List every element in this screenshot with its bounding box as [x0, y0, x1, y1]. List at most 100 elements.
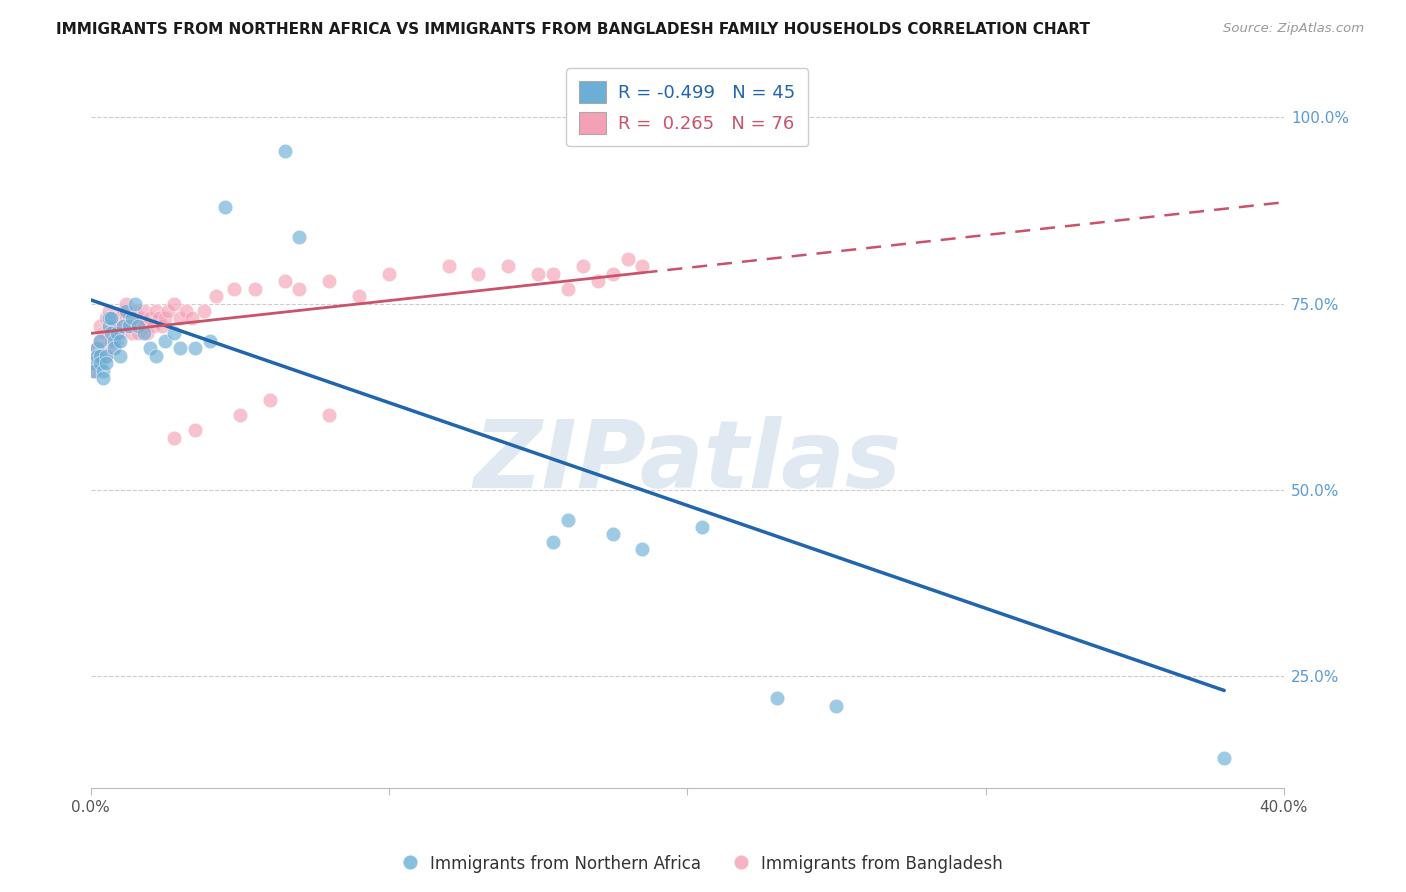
Point	[100, 326, 122, 341]
Point	[153, 311, 176, 326]
Point	[163, 431, 186, 445]
Point	[193, 304, 215, 318]
Point	[229, 409, 252, 423]
Point	[131, 311, 153, 326]
Point	[586, 274, 609, 288]
Point	[616, 252, 638, 266]
Point	[91, 326, 114, 341]
Point	[318, 274, 340, 288]
Point	[97, 318, 120, 333]
Point	[89, 349, 111, 363]
Point	[89, 334, 111, 348]
Point	[124, 311, 146, 326]
Point	[145, 349, 167, 363]
Point	[107, 334, 129, 348]
Point	[690, 520, 713, 534]
Point	[97, 311, 120, 326]
Point	[765, 691, 787, 706]
Point	[83, 363, 105, 377]
Point	[103, 341, 125, 355]
Point	[110, 326, 132, 341]
Point	[107, 326, 129, 341]
Point	[83, 356, 105, 370]
Point	[181, 311, 204, 326]
Point	[110, 349, 132, 363]
Point	[541, 535, 564, 549]
Point	[631, 260, 654, 274]
Point	[121, 318, 143, 333]
Point	[100, 326, 122, 341]
Point	[198, 334, 221, 348]
Point	[118, 311, 141, 326]
Point	[139, 341, 162, 355]
Point	[541, 267, 564, 281]
Point	[103, 341, 125, 355]
Point	[100, 311, 122, 326]
Point	[115, 311, 138, 326]
Point	[148, 311, 170, 326]
Point	[86, 341, 108, 355]
Point	[259, 393, 281, 408]
Point	[142, 318, 165, 333]
Point	[205, 289, 228, 303]
Point	[134, 326, 156, 341]
Point	[94, 349, 117, 363]
Point	[89, 356, 111, 370]
Point	[112, 318, 135, 333]
Point	[97, 304, 120, 318]
Point	[86, 349, 108, 363]
Point	[557, 282, 579, 296]
Point	[602, 527, 624, 541]
Point	[153, 334, 176, 348]
Point	[110, 311, 132, 326]
Point	[127, 318, 149, 333]
Point	[83, 363, 105, 377]
Point	[174, 304, 197, 318]
Point	[467, 267, 489, 281]
Point	[127, 318, 149, 333]
Point	[631, 542, 654, 557]
Point	[112, 318, 135, 333]
Point	[89, 318, 111, 333]
Point	[527, 267, 550, 281]
Point	[100, 334, 122, 348]
Point	[121, 311, 143, 326]
Point	[86, 349, 108, 363]
Point	[94, 311, 117, 326]
Point	[273, 144, 295, 158]
Point	[118, 318, 141, 333]
Point	[94, 356, 117, 370]
Point	[107, 326, 129, 341]
Point	[94, 349, 117, 363]
Point	[115, 296, 138, 310]
Point	[602, 267, 624, 281]
Point	[163, 326, 186, 341]
Point	[83, 356, 105, 370]
Text: Source: ZipAtlas.com: Source: ZipAtlas.com	[1223, 22, 1364, 36]
Point	[496, 260, 519, 274]
Point	[169, 341, 191, 355]
Point	[115, 304, 138, 318]
Point	[347, 289, 370, 303]
Point	[825, 698, 848, 713]
Point	[145, 304, 167, 318]
Point	[136, 326, 159, 341]
Point	[112, 304, 135, 318]
Point	[184, 341, 207, 355]
Point	[184, 423, 207, 437]
Point	[86, 341, 108, 355]
Point	[163, 296, 186, 310]
Point	[243, 282, 266, 296]
Point	[139, 311, 162, 326]
Point	[91, 371, 114, 385]
Point	[150, 318, 173, 333]
Point	[214, 200, 236, 214]
Point	[91, 363, 114, 377]
Point	[124, 304, 146, 318]
Point	[134, 318, 156, 333]
Point	[127, 326, 149, 341]
Point	[103, 318, 125, 333]
Point	[103, 334, 125, 348]
Point	[100, 311, 122, 326]
Point	[437, 260, 460, 274]
